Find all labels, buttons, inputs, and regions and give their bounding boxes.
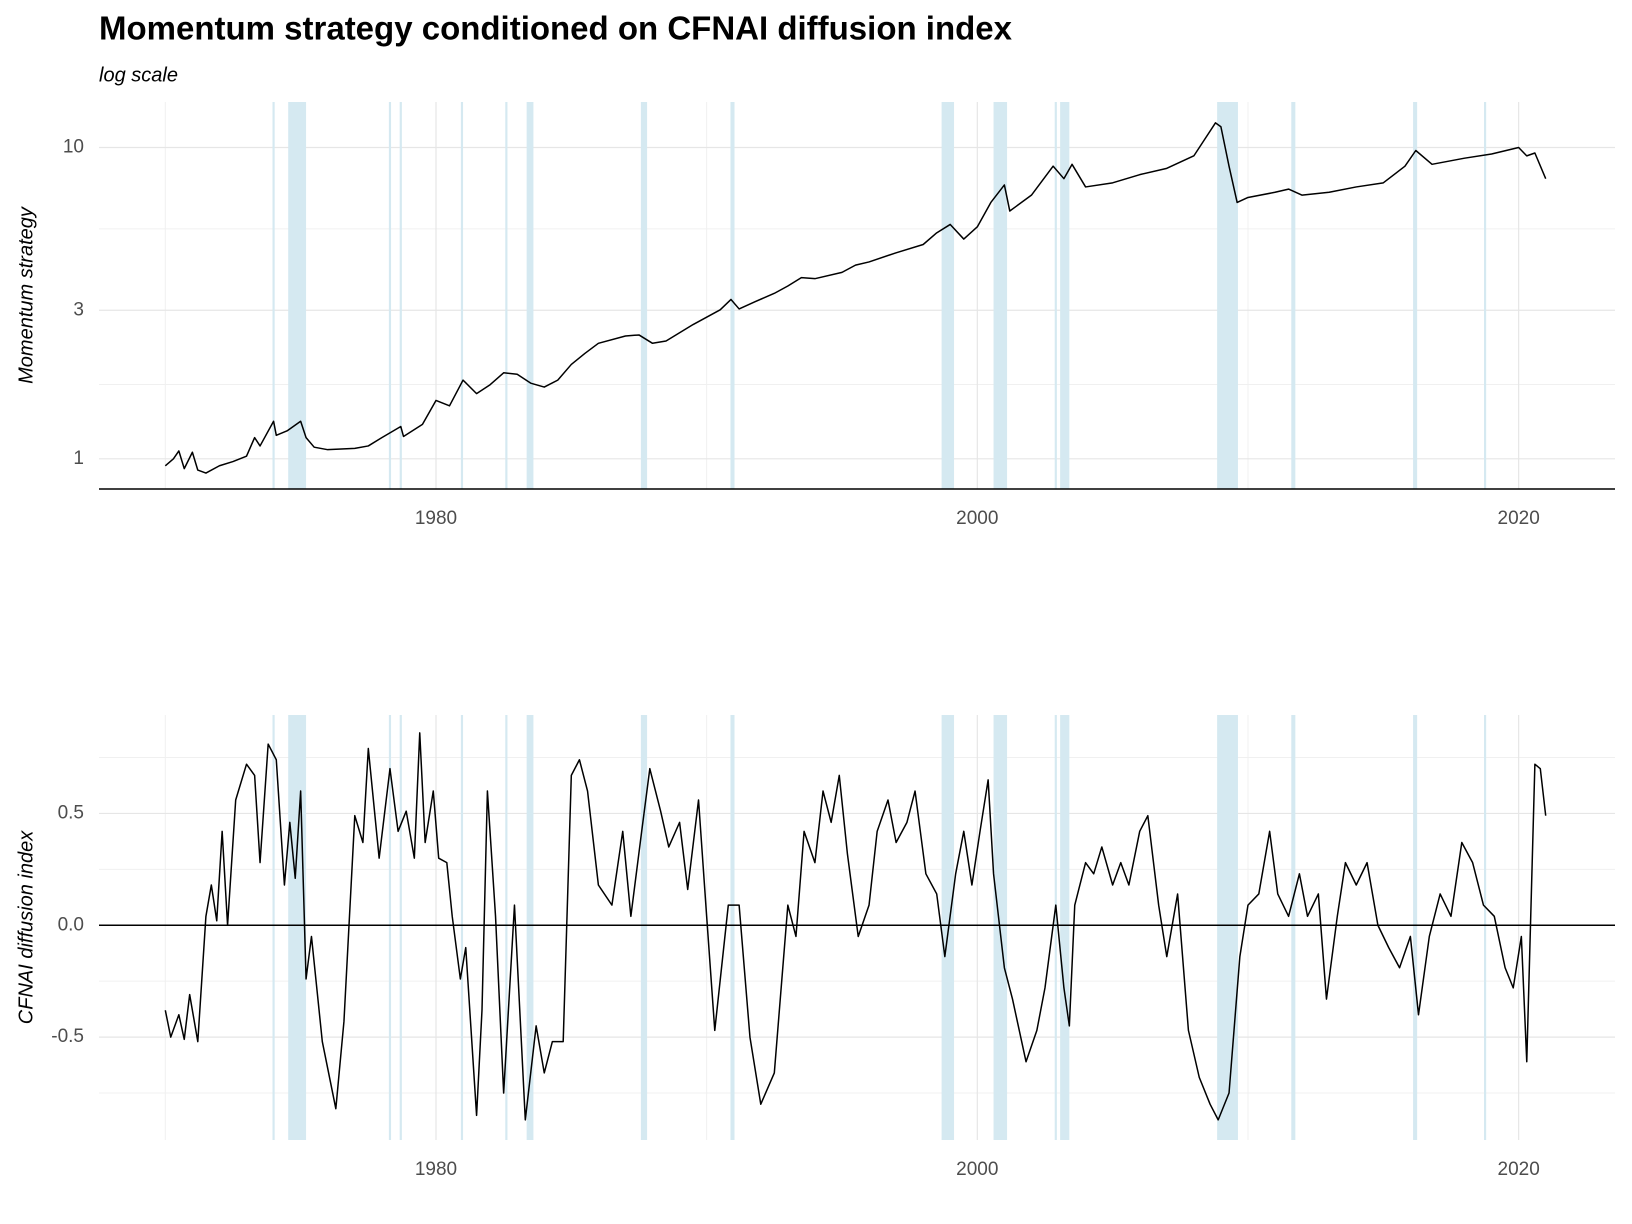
y-axis-label: CFNAI diffusion index <box>15 830 37 1024</box>
shaded-period <box>526 715 534 1140</box>
shaded-period <box>505 715 508 1140</box>
shaded-period <box>288 102 307 489</box>
shaded-period <box>388 102 392 489</box>
data-line <box>164 122 1547 474</box>
y-axis-label: Momentum strategy <box>15 206 37 384</box>
shaded-period <box>640 715 648 1140</box>
shaded-period <box>1054 715 1057 1140</box>
shaded-period <box>1060 102 1070 489</box>
x-tick-label: 1980 <box>415 508 457 529</box>
y-tick-label: 0.5 <box>58 802 84 823</box>
y-tick-label: 1 <box>73 448 84 469</box>
x-tick-label: 2020 <box>1498 508 1540 529</box>
y-tick-label: 10 <box>63 137 84 158</box>
shaded-period <box>640 102 648 489</box>
data-line <box>164 732 1547 1121</box>
shaded-period <box>1483 715 1487 1140</box>
y-tick-label: 3 <box>73 299 84 320</box>
shaded-period <box>730 102 735 489</box>
shaded-period <box>941 715 955 1140</box>
shaded-period <box>1483 102 1487 489</box>
y-tick-label: 0.0 <box>58 914 84 935</box>
shaded-period <box>272 715 275 1140</box>
x-tick-label: 2000 <box>956 508 998 529</box>
shaded-period <box>1291 715 1296 1140</box>
shaded-period <box>1217 715 1238 1140</box>
y-tick-label: -0.5 <box>51 1026 84 1047</box>
shaded-period <box>730 715 735 1140</box>
shaded-period <box>460 102 464 489</box>
shaded-period <box>1291 102 1296 489</box>
shaded-period <box>993 102 1008 489</box>
shaded-period <box>1413 715 1418 1140</box>
shaded-period <box>399 715 402 1140</box>
shaded-period <box>505 102 508 489</box>
shaded-period <box>288 715 307 1140</box>
shaded-period <box>941 102 955 489</box>
shaded-period <box>460 715 464 1140</box>
chart-subtitle: log scale <box>99 64 178 86</box>
shaded-period <box>399 102 402 489</box>
x-tick-label: 2020 <box>1498 1159 1540 1180</box>
shaded-period <box>526 102 534 489</box>
chart-title: Momentum strategy conditioned on CFNAI d… <box>99 10 1013 47</box>
shaded-period <box>272 102 275 489</box>
shaded-period <box>1060 715 1070 1140</box>
shaded-period <box>1413 102 1418 489</box>
x-tick-label: 1980 <box>415 1159 457 1180</box>
shaded-period <box>1217 102 1238 489</box>
x-tick-label: 2000 <box>956 1159 998 1180</box>
shaded-period <box>1054 102 1057 489</box>
shaded-period <box>388 715 392 1140</box>
